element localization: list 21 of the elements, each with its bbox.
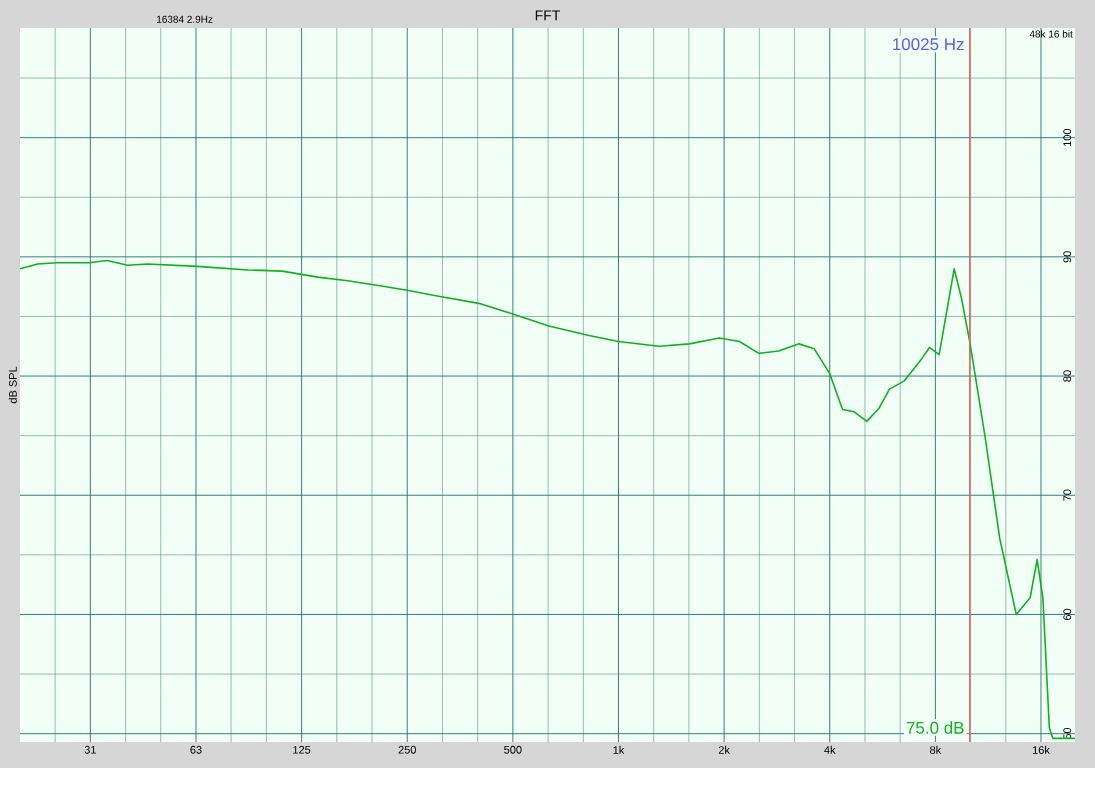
y-tick-label: 60 [1063, 608, 1072, 621]
x-tick-label: 16k [1032, 745, 1050, 754]
x-tick-label: 63 [190, 745, 202, 754]
y-tick-label: 90 [1063, 251, 1072, 263]
chart-title: FFT [535, 10, 561, 21]
y-tick-label: 80 [1063, 370, 1072, 382]
x-tick-label: 4k [824, 745, 836, 754]
x-tick-label: 500 [504, 745, 522, 754]
x-tick-label: 2k [718, 745, 730, 754]
y-tick-label: 100 [1063, 128, 1072, 146]
y-tick-label: 70 [1063, 489, 1072, 501]
ref-line-label: 10025 Hz [893, 38, 964, 51]
x-tick-label: 8k [930, 745, 942, 754]
annotation: 48k 16 bit [1029, 30, 1073, 38]
x-tick-label: 1k [613, 745, 625, 754]
y-axis-title: dB SPL [8, 366, 17, 404]
annotation: 75.0 dB [906, 721, 964, 734]
x-tick-label: 250 [398, 745, 416, 754]
text: 16384 2.9Hz [157, 15, 213, 23]
x-tick-label: 125 [293, 745, 311, 754]
x-tick-label: 31 [84, 745, 96, 754]
